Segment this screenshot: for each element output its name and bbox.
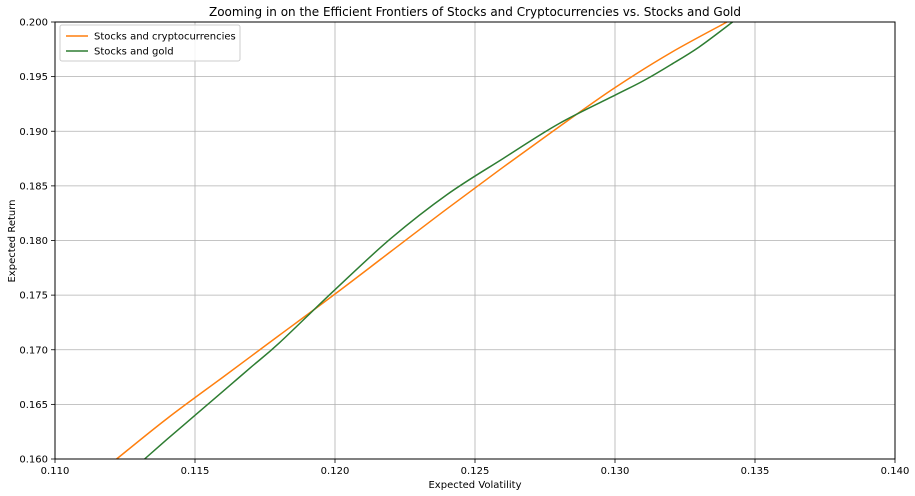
y-tick-label: 0.180 xyxy=(19,236,48,247)
legend-box xyxy=(59,24,241,62)
legend: Stocks and cryptocurrencies Stocks and g… xyxy=(59,24,241,62)
y-tick-label: 0.190 xyxy=(19,127,48,138)
x-tick-label: 0.125 xyxy=(461,466,490,477)
series-line-stocks-and-gold xyxy=(144,21,734,460)
chart-title: Zooming in on the Efficient Frontiers of… xyxy=(209,5,741,19)
y-tick-label: 0.185 xyxy=(19,181,48,192)
grid xyxy=(54,21,896,460)
x-axis-title: Expected Volatility xyxy=(428,480,521,491)
y-tick-label: 0.165 xyxy=(19,400,48,411)
y-tick-label: 0.175 xyxy=(19,291,48,302)
legend-label-stocks-and-gold: Stocks and gold xyxy=(94,47,174,58)
y-tick-label: 0.195 xyxy=(19,72,48,83)
x-tick-label: 0.110 xyxy=(41,466,70,477)
series-line-stocks-and-cryptocurrencies xyxy=(116,21,728,460)
ticks: 0.110 0.115 0.120 0.125 0.130 0.135 0.140 0.160… xyxy=(19,18,909,478)
y-tick-label: 0.160 xyxy=(19,455,48,466)
x-tick-label: 0.135 xyxy=(741,466,770,477)
y-tick-label: 0.200 xyxy=(19,18,48,29)
x-tick-label: 0.130 xyxy=(601,466,630,477)
legend-label-stocks-and-cryptocurrencies: Stocks and cryptocurrencies xyxy=(94,32,236,43)
x-tick-label: 0.140 xyxy=(881,466,910,477)
x-tick-label: 0.115 xyxy=(181,466,210,477)
x-tick-label: 0.120 xyxy=(321,466,350,477)
y-axis-title: Expected Return xyxy=(7,199,18,282)
y-tick-label: 0.170 xyxy=(19,345,48,356)
series-layer xyxy=(116,21,734,460)
